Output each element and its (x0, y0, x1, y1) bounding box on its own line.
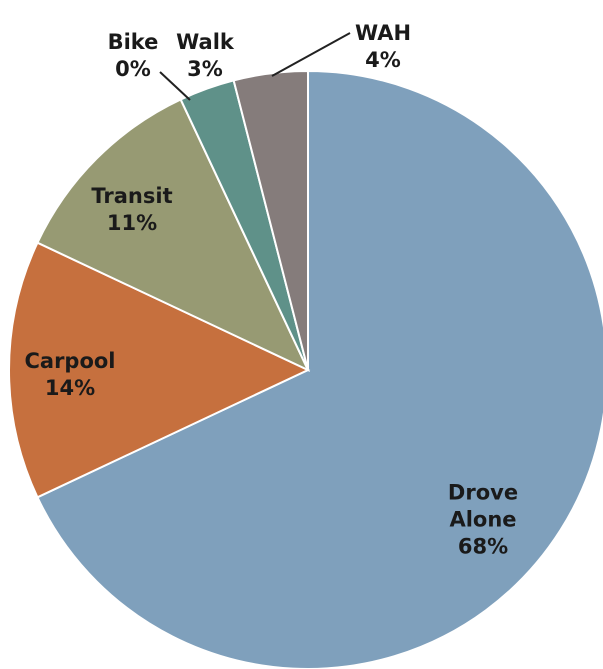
slice-label: Bike 0% (103, 29, 163, 83)
category-label: Bike (107, 30, 159, 54)
category-label: Walk (176, 30, 234, 54)
slice-label: Carpool 14% (10, 348, 130, 402)
slice-label: Transit 11% (72, 183, 192, 237)
category-label: Transit (91, 184, 173, 208)
category-label: Drove Alone (447, 480, 519, 532)
pie-slice (36, 69, 603, 669)
leader-line (271, 32, 351, 77)
value-label: 3% (187, 57, 223, 81)
category-label: WAH (354, 21, 412, 45)
slice-label: WAH 4% (343, 20, 423, 74)
leader-line (159, 71, 191, 101)
value-label: 11% (106, 211, 158, 235)
value-label: 68% (457, 534, 509, 559)
pie-slice (8, 241, 311, 499)
slice-label: Walk 3% (175, 29, 235, 83)
pie-slice (232, 69, 309, 371)
category-label: Carpool (24, 349, 116, 373)
value-label: 0% (115, 57, 151, 81)
value-label: 4% (365, 48, 401, 72)
slice-label: Drove Alone 68% (443, 480, 523, 561)
pie-slice (36, 98, 311, 373)
value-label: 14% (44, 376, 96, 400)
